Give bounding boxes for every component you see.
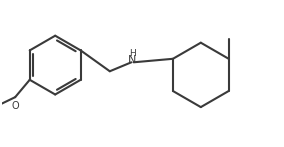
- Text: H: H: [129, 49, 136, 58]
- Text: O: O: [11, 101, 19, 111]
- Text: N: N: [128, 55, 137, 65]
